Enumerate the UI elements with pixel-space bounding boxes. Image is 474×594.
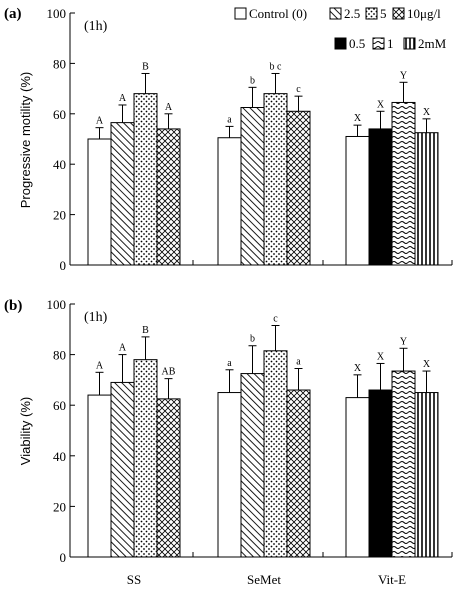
- legend-item-5: 5: [365, 6, 387, 21]
- bar: [87, 394, 112, 558]
- significance-letter: X: [354, 113, 362, 124]
- legend-item-1: 1: [372, 36, 394, 51]
- bar: [110, 381, 135, 558]
- y-tick-label: 0: [60, 258, 67, 273]
- significance-letter: Y: [400, 70, 407, 81]
- panel-b-time-annotation: (1h): [84, 310, 108, 325]
- significance-letter: A: [119, 93, 127, 104]
- y-tick-label: 40: [53, 449, 66, 464]
- legend-item-control: Control (0): [234, 6, 307, 21]
- bar: [156, 398, 181, 558]
- legend-item-10: 10μg/l: [392, 6, 441, 21]
- significance-letter: Y: [400, 336, 407, 347]
- bar: [414, 392, 439, 558]
- bar: [414, 132, 439, 266]
- legend: Control (0) 2.5 5 10μg/l 0.5 1 2mM: [234, 6, 447, 51]
- panel-a-time-annotation: (1h): [84, 19, 108, 34]
- bar: [368, 128, 393, 266]
- significance-letter: b: [250, 75, 255, 86]
- legend-item-0-5: 0.5: [334, 36, 365, 51]
- significance-letter: X: [423, 107, 431, 118]
- y-tick-label: 60: [53, 398, 66, 413]
- legend-label-2-5: 2.5: [344, 6, 360, 21]
- legend-swatch-diag: [329, 7, 342, 20]
- legend-label-1: 1: [387, 36, 394, 51]
- bar: [391, 101, 416, 266]
- panel-a-label: (a): [4, 6, 22, 22]
- significance-letter: a: [227, 114, 232, 125]
- legend-item-2-5: 2.5: [329, 6, 360, 21]
- y-tick-label: 40: [53, 157, 66, 172]
- bar: [133, 359, 158, 558]
- bar: [87, 138, 112, 266]
- bar: [345, 135, 370, 266]
- x-category-label: SeMet: [247, 572, 281, 587]
- x-category-label: Vit-E: [378, 572, 406, 587]
- significance-letter: A: [96, 360, 104, 371]
- bar: [286, 110, 311, 266]
- significance-letter: a: [296, 357, 301, 368]
- x-category-label: SS: [127, 572, 141, 587]
- bar: [217, 137, 242, 266]
- legend-swatch-dots: [365, 7, 378, 20]
- panel-b-y-axis-title: Viability (%): [18, 397, 33, 465]
- bar: [286, 389, 311, 558]
- bar: [110, 122, 135, 266]
- legend-label-2mm: 2mM: [418, 36, 447, 51]
- significance-letter: X: [377, 351, 385, 362]
- bar: [217, 392, 242, 558]
- bar: [391, 370, 416, 558]
- significance-letter: AB: [162, 367, 176, 378]
- legend-label-0-5: 0.5: [349, 36, 365, 51]
- y-tick-label: 60: [53, 107, 66, 122]
- significance-letter: a: [227, 358, 232, 369]
- significance-letter: A: [119, 343, 127, 354]
- significance-letter: X: [354, 363, 362, 374]
- legend-swatch-cross: [392, 7, 405, 20]
- bar: [156, 128, 181, 266]
- significance-letter: X: [423, 359, 431, 370]
- legend-item-2mm: 2mM: [403, 36, 447, 51]
- bar: [345, 397, 370, 558]
- bar: [368, 389, 393, 558]
- significance-letter: A: [96, 116, 104, 127]
- significance-letter: c: [296, 84, 301, 95]
- bar: [263, 350, 288, 558]
- significance-letter: B: [142, 325, 149, 336]
- legend-swatch-wave: [372, 37, 385, 50]
- significance-letter: b: [250, 334, 255, 345]
- y-tick-label: 100: [47, 6, 67, 21]
- legend-label-5: 5: [380, 6, 387, 21]
- legend-label-10: 10μg/l: [407, 6, 441, 21]
- panel-a-y-axis-title: Progressive motility (%): [18, 72, 33, 209]
- significance-letter: B: [142, 61, 149, 72]
- bar: [240, 373, 265, 558]
- y-tick-label: 80: [53, 56, 66, 71]
- y-tick-label: 20: [53, 208, 66, 223]
- y-tick-label: 0: [60, 550, 67, 565]
- y-tick-label: 20: [53, 499, 66, 514]
- legend-swatch-vlines: [403, 37, 416, 50]
- significance-letter: c: [273, 314, 278, 325]
- significance-letter: A: [165, 102, 173, 113]
- legend-swatch-black: [334, 37, 347, 50]
- significance-letter: b c: [270, 61, 283, 72]
- bar: [240, 107, 265, 266]
- y-tick-label: 100: [47, 297, 67, 312]
- significance-letter: X: [377, 99, 385, 110]
- y-tick-label: 80: [53, 348, 66, 363]
- bar: [263, 93, 288, 266]
- panel-b-label: (b): [4, 298, 22, 314]
- legend-label-control: Control (0): [249, 6, 307, 21]
- legend-swatch-white: [234, 7, 247, 20]
- bar: [133, 93, 158, 266]
